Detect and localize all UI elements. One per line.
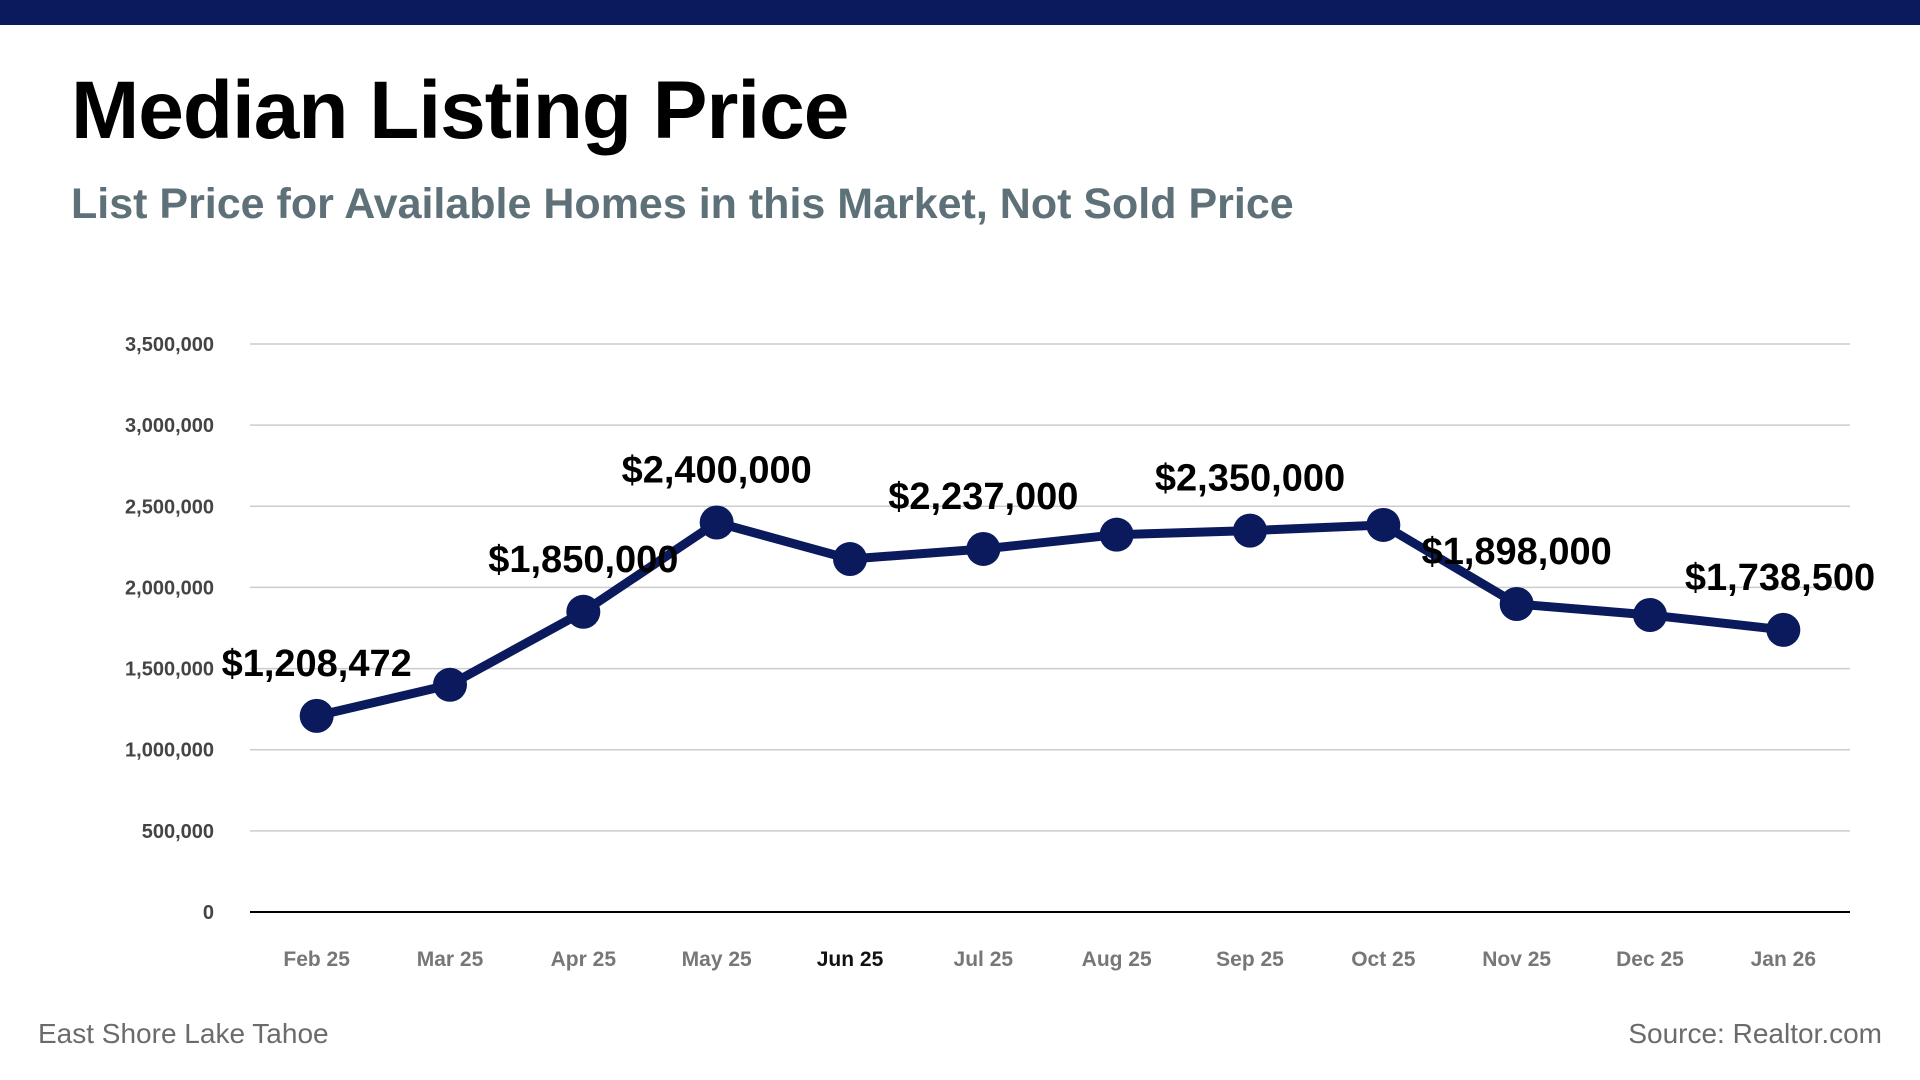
median-price-line-chart: 0 500,000 1,000,000 1,500,000 2,000,000 2,500… bbox=[125, 334, 1876, 971]
gridlines bbox=[250, 343, 1850, 913]
y-tick-label: 3,500,000 bbox=[125, 334, 214, 356]
data-label: $1,898,000 bbox=[1422, 531, 1612, 573]
y-tick-label: 2,000,000 bbox=[125, 577, 214, 599]
data-label: $2,237,000 bbox=[888, 476, 1078, 518]
x-tick-label: Feb 25 bbox=[283, 948, 350, 971]
x-tick-label: May 25 bbox=[682, 948, 752, 971]
x-tick-label: Jun 25 bbox=[817, 948, 884, 971]
data-point bbox=[433, 667, 467, 702]
y-axis-labels: 0 500,000 1,000,000 1,500,000 2,000,000 2,500… bbox=[125, 334, 214, 924]
data-point bbox=[299, 698, 334, 733]
data-label: $1,208,472 bbox=[222, 643, 412, 685]
data-point bbox=[699, 505, 734, 540]
data-point bbox=[566, 594, 601, 629]
x-axis-labels: Feb 25 Mar 25 Apr 25 May 25 Jun 25 Jul 25 Aug … bbox=[283, 948, 1816, 971]
data-point bbox=[966, 531, 1001, 566]
data-label: $2,350,000 bbox=[1155, 458, 1345, 500]
data-point bbox=[1366, 507, 1401, 542]
page-title: Median Listing Price bbox=[71, 65, 849, 156]
y-tick-label: 1,000,000 bbox=[125, 740, 214, 762]
x-tick-label: Aug 25 bbox=[1082, 948, 1152, 971]
series-line-path bbox=[312, 518, 1788, 721]
footer-source: Source: Realtor.com bbox=[1628, 1018, 1882, 1049]
data-label: $1,738,500 bbox=[1685, 557, 1875, 599]
data-point bbox=[1766, 612, 1801, 647]
x-tick-label: Jan 26 bbox=[1751, 948, 1816, 971]
x-tick-label: Mar 25 bbox=[417, 948, 484, 971]
page-subtitle: List Price for Available Homes in this M… bbox=[71, 180, 1294, 228]
data-point bbox=[1499, 586, 1534, 621]
x-tick-label: Nov 25 bbox=[1482, 948, 1551, 971]
x-tick-label: Oct 25 bbox=[1351, 948, 1416, 971]
x-tick-label: Apr 25 bbox=[551, 948, 617, 971]
data-point bbox=[1633, 598, 1667, 633]
data-label: $1,850,000 bbox=[488, 539, 678, 581]
data-labels: $1,208,472 $1,850,000 $2,400,000 $2,237,000… bbox=[222, 450, 1876, 685]
y-tick-label: 0 bbox=[203, 902, 214, 924]
series-points bbox=[299, 505, 1801, 733]
y-tick-label: 3,000,000 bbox=[125, 415, 214, 437]
x-tick-label: Jul 25 bbox=[954, 948, 1014, 971]
footer-location: East Shore Lake Tahoe bbox=[38, 1018, 329, 1049]
top-accent-bar bbox=[0, 0, 1920, 25]
y-tick-label: 1,500,000 bbox=[125, 659, 214, 681]
series-line bbox=[312, 518, 1788, 721]
data-point bbox=[1233, 513, 1267, 548]
data-point bbox=[833, 542, 867, 577]
x-tick-label: Dec 25 bbox=[1616, 948, 1684, 971]
y-tick-label: 500,000 bbox=[142, 821, 214, 843]
data-label: $2,400,000 bbox=[622, 450, 812, 492]
y-tick-label: 2,500,000 bbox=[125, 496, 214, 518]
x-tick-label: Sep 25 bbox=[1216, 948, 1284, 971]
data-point bbox=[1099, 517, 1134, 552]
